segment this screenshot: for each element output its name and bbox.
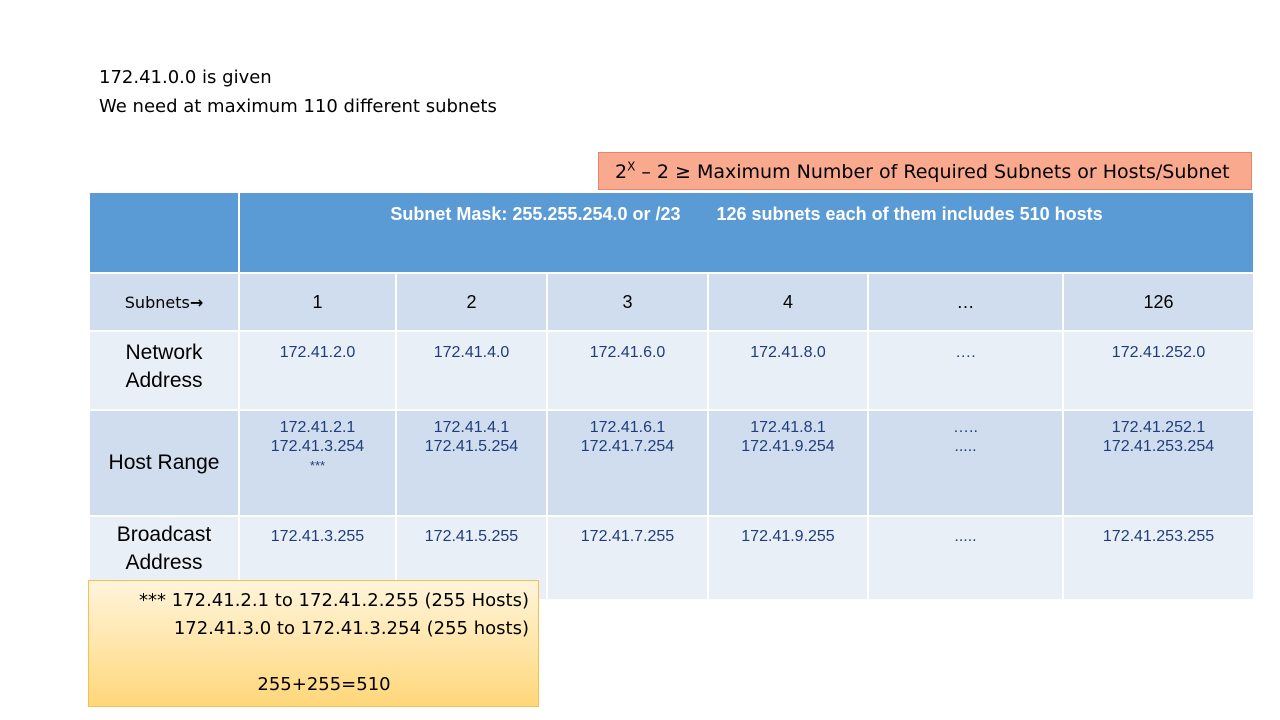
- network-address-row: Network Address 172.41.2.0 172.41.4.0 17…: [88, 330, 1256, 411]
- subnets-label-cell: Subnets→: [88, 272, 240, 332]
- broadcast-address-cell: .....: [867, 515, 1064, 601]
- host-range-cell: 172.41.6.1 172.41.7.254: [546, 409, 709, 517]
- host-range-start: 172.41.8.1: [750, 419, 826, 436]
- host-range-end: 172.41.253.254: [1102, 438, 1215, 455]
- footnote-total: 255+255=510: [257, 674, 391, 695]
- broadcast-address-cell: 172.41.9.255: [707, 515, 869, 601]
- subnet-number-cell: …: [867, 272, 1064, 332]
- host-range-cell: 172.41.2.1 172.41.3.254 ***: [238, 409, 397, 517]
- host-range-start: …..: [953, 419, 978, 436]
- subnet-count-text: 126 subnets each of them includes 510 ho…: [716, 204, 1103, 224]
- host-range-start: 172.41.2.1: [279, 419, 356, 436]
- network-label-line1: Network: [125, 341, 203, 364]
- host-range-row: Host Range 172.41.2.1 172.41.3.254 *** 1…: [88, 409, 1256, 517]
- host-range-start: 172.41.6.1: [589, 419, 666, 436]
- subnet-number-cell: 3: [546, 272, 709, 332]
- subnet-number-row: Subnets→ 1 2 3 4 … 126: [88, 272, 1256, 332]
- network-address-cell: 172.41.6.0: [546, 330, 709, 411]
- host-range-end: 172.41.9.254: [741, 438, 835, 455]
- footnote-line1: *** 172.41.2.1 to 172.41.2.255 (255 Host…: [138, 590, 529, 611]
- formula-text: – 2 ≥ Maximum Number of Required Subnets…: [635, 161, 1230, 183]
- host-range-end: .....: [954, 438, 977, 455]
- network-address-cell: 172.41.252.0: [1061, 330, 1256, 411]
- host-range-start: 172.41.4.1: [433, 419, 510, 436]
- host-range-start: 172.41.252.1: [1111, 419, 1206, 436]
- subnet-number-cell: 4: [707, 272, 869, 332]
- broadcast-label-line1: Broadcast: [116, 523, 212, 546]
- intro-line-requirement: We need at maximum 110 different subnets: [99, 96, 497, 117]
- network-address-label: Network Address: [88, 330, 240, 411]
- host-range-end: 172.41.7.254: [580, 438, 675, 455]
- footnote-line2: 172.41.3.0 to 172.41.3.254 (255 hosts): [173, 618, 529, 639]
- intro-line-given: 172.41.0.0 is given: [99, 67, 272, 88]
- footnote-box: *** 172.41.2.1 to 172.41.2.255 (255 Host…: [88, 580, 539, 707]
- subnet-number-cell: 1: [238, 272, 397, 332]
- arrow-right-icon: →: [189, 292, 204, 312]
- broadcast-address-cell: 172.41.253.255: [1061, 515, 1256, 601]
- intro-text: 172.41.0.0 is given We need at maximum 1…: [99, 63, 497, 121]
- network-address-cell: ….: [867, 330, 1064, 411]
- formula-base: 2: [615, 161, 628, 183]
- broadcast-address-cell: 172.41.7.255: [546, 515, 709, 601]
- formula-box: 2X – 2 ≥ Maximum Number of Required Subn…: [598, 152, 1252, 190]
- subnet-number-cell: 126: [1061, 272, 1256, 332]
- subnets-label: Subnets: [124, 292, 190, 312]
- subnet-mask-text: Subnet Mask: 255.255.254.0 or /23: [390, 204, 681, 224]
- subnet-number-cell: 2: [395, 272, 548, 332]
- formula-exponent: X: [627, 159, 636, 174]
- host-range-cell: 172.41.4.1 172.41.5.254: [395, 409, 548, 517]
- host-range-end: 172.41.3.254: [270, 438, 365, 455]
- host-range-cell: 172.41.8.1 172.41.9.254: [707, 409, 869, 517]
- table-header-row: Subnet Mask: 255.255.254.0 or /23 126 sub…: [88, 191, 1256, 274]
- network-address-cell: 172.41.2.0: [238, 330, 397, 411]
- broadcast-label-line2: Address: [125, 551, 203, 574]
- subnet-mask-header: Subnet Mask: 255.255.254.0 or /23 126 sub…: [237, 191, 1256, 274]
- subnet-table: Subnet Mask: 255.255.254.0 or /23 126 sub…: [88, 191, 1256, 601]
- host-range-end: 172.41.5.254: [424, 438, 519, 455]
- header-corner-cell: [88, 191, 240, 274]
- footnote-marker: ***: [309, 458, 326, 473]
- host-range-cell: 172.41.252.1 172.41.253.254: [1061, 409, 1256, 517]
- host-range-cell: ….. .....: [867, 409, 1064, 517]
- host-range-label: Host Range: [88, 409, 240, 517]
- network-address-cell: 172.41.4.0: [395, 330, 548, 411]
- network-label-line2: Address: [125, 369, 203, 392]
- network-address-cell: 172.41.8.0: [707, 330, 869, 411]
